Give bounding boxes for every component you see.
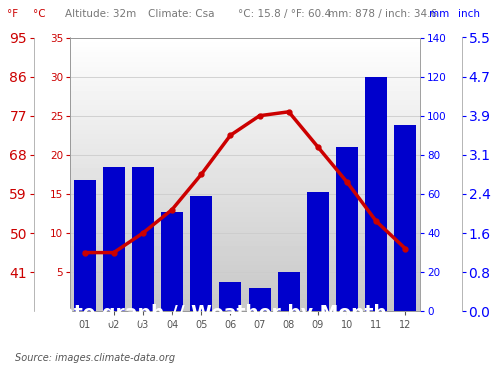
Text: Climate graph // Weather by Month,: Climate graph // Weather by Month,	[15, 304, 394, 322]
Bar	[394, 126, 416, 311]
Text: °F: °F	[8, 9, 18, 19]
Text: mm: 878 / inch: 34.6: mm: 878 / inch: 34.6	[328, 9, 436, 19]
Bar	[190, 196, 212, 311]
Text: °C: °C	[32, 9, 45, 19]
Bar	[278, 272, 299, 311]
Bar	[161, 211, 183, 311]
Bar	[74, 180, 96, 311]
Bar	[220, 282, 242, 311]
Text: Climate: Csa: Climate: Csa	[148, 9, 214, 19]
Bar	[132, 166, 154, 311]
Bar	[307, 192, 329, 311]
Bar	[248, 288, 270, 311]
Bar	[336, 147, 358, 311]
Bar	[103, 166, 124, 311]
Text: °C: 15.8 / °F: 60.4: °C: 15.8 / °F: 60.4	[238, 9, 330, 19]
Text: inch: inch	[458, 9, 480, 19]
Text: mm: mm	[429, 9, 449, 19]
Bar	[366, 76, 387, 311]
Text: Source: images.climate-data.org: Source: images.climate-data.org	[15, 353, 175, 363]
Text: Altitude: 32m: Altitude: 32m	[65, 9, 136, 19]
